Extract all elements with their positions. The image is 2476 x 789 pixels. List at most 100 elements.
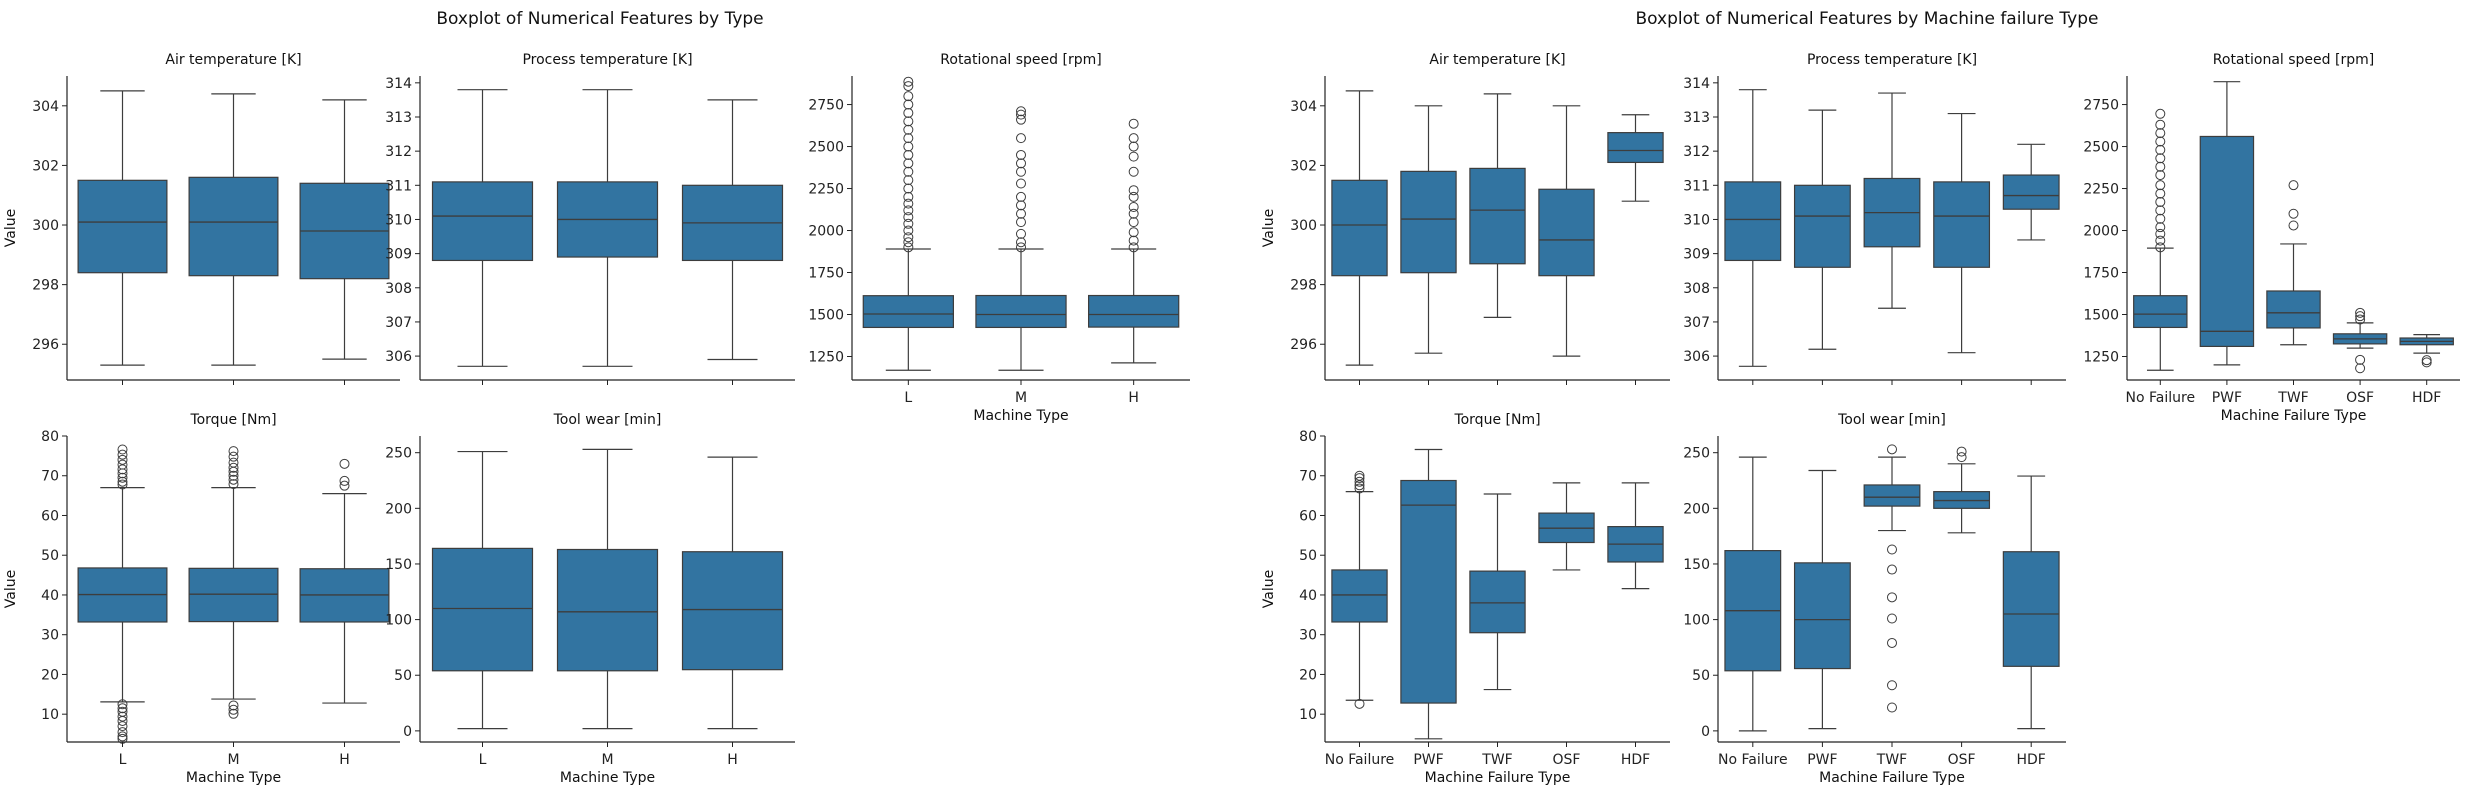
y-tick-label: 300 xyxy=(32,218,59,234)
box-twf xyxy=(1863,92,1921,309)
flier-point xyxy=(1128,235,1139,246)
flier-point xyxy=(1128,208,1139,219)
x-tick-label: OSF xyxy=(1948,752,1976,768)
x-tick-label: PWF xyxy=(1413,752,1443,768)
x-tick-label: No Failure xyxy=(2126,390,2196,406)
flier-point xyxy=(1016,149,1026,160)
flier-point xyxy=(2355,363,2366,374)
box-iqr xyxy=(1863,484,1921,507)
x-tick-label: L xyxy=(119,752,127,768)
panel-4: Tool wear [min] 0 50 100 150 200 250 L M H Machine… xyxy=(385,412,795,786)
flier-point xyxy=(903,91,914,102)
flier-point xyxy=(117,721,128,732)
box-iqr xyxy=(1538,188,1595,277)
flier-point xyxy=(117,715,128,726)
box-iqr xyxy=(975,294,1067,329)
y-tick-label: 30 xyxy=(41,628,59,644)
flier-point xyxy=(2155,196,2166,207)
flier-point xyxy=(2421,355,2432,366)
y-axis-label: Value xyxy=(1261,209,1277,247)
y-tick-label: 309 xyxy=(1683,247,1710,263)
y-axis-label: Value xyxy=(3,570,19,608)
box-twf xyxy=(1469,93,1526,319)
y-tick-label: 312 xyxy=(385,144,412,160)
flier-point xyxy=(903,225,914,236)
flier-point xyxy=(903,242,914,253)
flier-point xyxy=(1887,592,1897,603)
y-tick-label: 100 xyxy=(1683,613,1710,629)
y-tick-label: 298 xyxy=(1290,278,1317,294)
x-axis-label: Machine Failure Type xyxy=(2221,408,2367,424)
flier-point xyxy=(1016,133,1026,144)
box-iqr xyxy=(431,181,534,262)
box-iqr xyxy=(188,567,279,623)
box-l xyxy=(862,76,954,371)
panel-6: Process temperature [K] 306 307 308 309 310 31… xyxy=(1683,52,2066,385)
flier-point xyxy=(228,457,239,468)
box-no-failure xyxy=(1724,89,1782,367)
y-tick-label: 0 xyxy=(403,724,412,740)
y-tick-label: 2750 xyxy=(2083,98,2119,114)
y-tick-label: 80 xyxy=(1299,429,1317,445)
y-tick-label: 306 xyxy=(1683,349,1710,365)
box-pwf xyxy=(1400,448,1457,740)
flier-point xyxy=(903,133,914,144)
y-tick-label: 1250 xyxy=(808,349,844,365)
box-iqr xyxy=(2199,135,2255,348)
box-pwf xyxy=(1400,105,1457,354)
box-iqr xyxy=(1400,170,1457,274)
x-tick-label: H xyxy=(1128,390,1139,406)
x-tick-label: M xyxy=(601,752,613,768)
flier-point xyxy=(1016,166,1026,177)
flier-point xyxy=(117,454,128,465)
flier-point xyxy=(2155,144,2166,155)
flier-point xyxy=(1016,158,1026,169)
flier-point xyxy=(1354,698,1365,709)
flier-point xyxy=(903,99,914,110)
y-tick-label: 40 xyxy=(1299,588,1317,604)
box-twf xyxy=(2266,180,2321,346)
flier-point xyxy=(228,470,239,481)
flier-point xyxy=(903,149,914,160)
flier-point xyxy=(2155,213,2166,224)
box-iqr xyxy=(188,176,279,277)
flier-point xyxy=(903,141,914,152)
y-tick-label: 296 xyxy=(1290,337,1317,353)
box-h xyxy=(299,458,390,704)
y-axis-label: Value xyxy=(3,209,19,247)
flier-point xyxy=(903,183,914,194)
figure-title-left: Boxplot of Numerical Features by Type xyxy=(436,9,763,29)
flier-point xyxy=(117,703,128,714)
box-iqr xyxy=(1331,179,1388,277)
flier-point xyxy=(2155,153,2166,164)
flier-point xyxy=(903,116,914,127)
flier-point xyxy=(2355,307,2366,318)
flier-point xyxy=(117,449,128,460)
flier-point xyxy=(2155,136,2166,147)
panel-title: Tool wear [min] xyxy=(1837,412,1946,428)
box-h xyxy=(299,99,390,360)
box-no-failure xyxy=(1724,456,1782,732)
box-m xyxy=(556,448,659,730)
y-tick-label: 314 xyxy=(385,76,412,92)
flier-point xyxy=(1128,185,1139,196)
flier-point xyxy=(2355,314,2366,325)
y-tick-label: 50 xyxy=(394,668,412,684)
box-iqr xyxy=(1400,479,1457,704)
y-tick-label: 40 xyxy=(41,588,59,604)
y-tick-label: 2000 xyxy=(808,224,844,240)
y-tick-label: 0 xyxy=(1701,724,1710,740)
panel-title: Process temperature [K] xyxy=(522,52,692,68)
flier-point xyxy=(2155,170,2166,181)
box-iqr xyxy=(1469,570,1526,634)
box-iqr xyxy=(2266,290,2321,329)
box-l xyxy=(77,444,168,744)
box-osf xyxy=(1538,482,1595,571)
flier-point xyxy=(2155,222,2166,233)
flier-point xyxy=(903,205,914,216)
box-m xyxy=(556,89,659,367)
flier-point xyxy=(903,158,914,169)
y-tick-label: 50 xyxy=(1299,548,1317,564)
y-tick-label: 296 xyxy=(32,337,59,353)
y-tick-label: 2250 xyxy=(808,182,844,198)
